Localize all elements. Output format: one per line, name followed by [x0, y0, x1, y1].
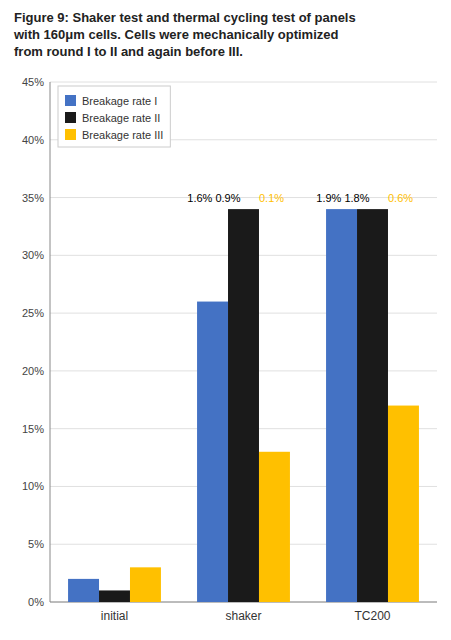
legend-box: [58, 86, 170, 147]
legend: Breakage rate I Breakage rate II Breakage …: [58, 86, 170, 147]
bars: [68, 209, 419, 602]
tick-label: 25%: [22, 307, 44, 319]
tick-label: 35%: [22, 192, 44, 204]
annotation: 1.6% 0.9%: [187, 192, 240, 204]
bar: [130, 567, 161, 602]
tick-label: TC200: [354, 609, 390, 623]
legend-swatch: [65, 112, 76, 123]
tick-label: initial: [101, 609, 128, 623]
tick-label: 45%: [22, 76, 44, 88]
tick-label: 20%: [22, 365, 44, 377]
grid-line: [50, 197, 437, 198]
annotation: 0.1%: [259, 192, 284, 204]
legend-swatch: [65, 95, 76, 106]
annotation: 0.6%: [388, 192, 413, 204]
legend-label: Breakage rate I: [82, 95, 157, 107]
bar: [68, 579, 99, 602]
bar: [197, 302, 228, 602]
bar: [99, 590, 130, 602]
tick-label: 0%: [28, 596, 44, 608]
tick-label: shaker: [225, 609, 261, 623]
bar: [326, 209, 357, 602]
annotation: 1.9% 1.8%: [316, 192, 369, 204]
tick-label: 5%: [28, 538, 44, 550]
grid-line: [50, 82, 437, 83]
legend-label: Breakage rate III: [82, 129, 163, 141]
axis-line: [50, 82, 51, 602]
chart: Figure 9: Shaker test and thermal cyclin…: [0, 0, 451, 640]
legend-label: Breakage rate II: [82, 112, 160, 124]
bar: [259, 452, 290, 602]
tick-label: 40%: [22, 134, 44, 146]
bar: [228, 209, 259, 602]
legend-swatch: [65, 129, 76, 140]
bar: [357, 209, 388, 602]
tick-label: 10%: [22, 480, 44, 492]
y-axis: 0% 5% 10% 15% 20% 25% 30% 35% 40% 45%: [22, 76, 437, 608]
tick-label: 15%: [22, 423, 44, 435]
bar: [388, 406, 419, 602]
tick-label: 30%: [22, 249, 44, 261]
title: Figure 9: Shaker test and thermal cyclin…: [13, 10, 356, 59]
